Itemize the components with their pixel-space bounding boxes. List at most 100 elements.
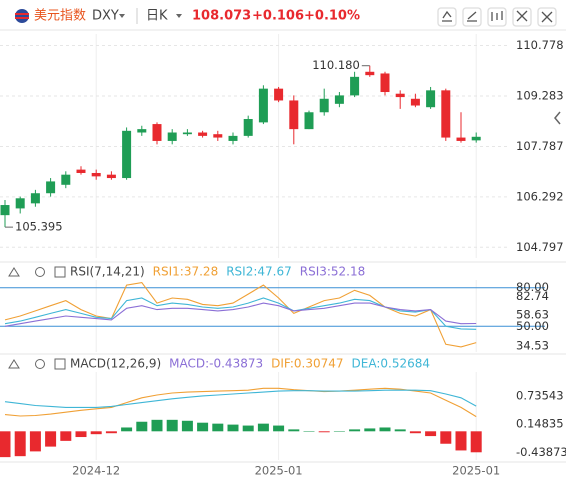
- candle-body: [15, 198, 25, 209]
- candle-body: [30, 193, 40, 204]
- legend-entry: RSI1:37.28: [153, 265, 219, 279]
- y-tick-label: 106.292: [516, 189, 564, 203]
- macd-bar: [349, 429, 361, 432]
- y-tick-label: 0.14835: [516, 417, 564, 431]
- macd-bar: [136, 421, 148, 432]
- candle-body: [395, 93, 405, 98]
- tool-icon: [516, 10, 528, 22]
- macd-bar: [45, 431, 57, 447]
- candle-body: [258, 88, 268, 123]
- macd-bar: [364, 428, 376, 432]
- candle-body: [76, 169, 86, 173]
- legend-entry: RSI2:47.67: [226, 265, 292, 279]
- legend-title: MACD(12,26,9): [70, 357, 161, 371]
- legend-entry: DEA:0.52684: [352, 357, 431, 371]
- collapse-arrow[interactable]: [554, 111, 561, 125]
- y-tick-label: 107.787: [516, 139, 564, 153]
- line-series: [4, 302, 477, 327]
- candle-body: [228, 135, 238, 141]
- panel-settings: [8, 266, 66, 370]
- y-tick-label: 104.797: [516, 240, 564, 254]
- macd-bar: [197, 422, 209, 432]
- macd-bar: [242, 425, 254, 432]
- macd-bar: [318, 431, 330, 433]
- tool-button[interactable]: [487, 7, 507, 27]
- candle-body: [350, 76, 360, 96]
- macd-bar: [181, 420, 193, 432]
- tool-button[interactable]: [512, 7, 532, 27]
- x-tick-label: 2025-01: [452, 464, 500, 478]
- macd-bar: [60, 431, 72, 441]
- macd-bar: [470, 431, 482, 453]
- candle-body: [122, 130, 132, 179]
- instrument-name: 美元指数: [34, 9, 86, 24]
- symbol[interactable]: DXY: [92, 9, 119, 24]
- macd-bar: [227, 424, 239, 432]
- macd-bar: [29, 431, 41, 452]
- candle-body: [46, 181, 56, 194]
- candle-body: [380, 73, 390, 93]
- candle-body: [471, 136, 481, 141]
- macd-bar: [303, 431, 315, 432]
- line-series: [4, 389, 477, 408]
- annotation: 110.180: [312, 58, 360, 72]
- candle-body: [319, 98, 329, 113]
- candle-body: [106, 174, 116, 179]
- candle-body: [61, 174, 71, 185]
- change-pct: +0.10%: [304, 9, 360, 24]
- candle-body: [410, 98, 420, 106]
- tool-button[interactable]: [437, 7, 457, 27]
- macd-bar: [75, 431, 87, 438]
- y-tick-label: 34.53: [516, 339, 549, 353]
- tool-icon: [467, 11, 477, 22]
- legend-entry: DIF:0.30747: [271, 357, 343, 371]
- line-series: [4, 387, 477, 418]
- x-tick-label: 2025-01: [255, 464, 303, 478]
- candle-body: [426, 90, 436, 108]
- line-series: [4, 297, 477, 330]
- flag-stripe: [15, 17, 29, 19]
- legend-entry: RSI3:52.18: [300, 265, 366, 279]
- y-tick-label: 82.74: [516, 289, 549, 303]
- y-tick-label: 80.00: [516, 280, 549, 294]
- y-tick-label: 58.63: [516, 308, 549, 322]
- macd-bar: [440, 431, 452, 444]
- candle-body: [304, 112, 314, 130]
- candle-body: [456, 137, 466, 141]
- flag-stripe: [15, 13, 29, 15]
- y-tick-label: 109.283: [516, 88, 564, 102]
- macd-bar: [394, 429, 406, 432]
- candle-body: [152, 124, 162, 141]
- macd-bar: [257, 423, 269, 432]
- candle-body: [441, 90, 451, 138]
- period[interactable]: 日K: [146, 9, 168, 24]
- tool-icon: [442, 10, 452, 22]
- tool-icon: [491, 11, 503, 21]
- hide-icon[interactable]: [8, 359, 20, 369]
- macd-bar: [379, 427, 391, 432]
- macd-bar: [273, 425, 285, 432]
- line-series: [4, 282, 477, 348]
- tool-button[interactable]: [462, 7, 482, 27]
- macd-bar: [425, 431, 437, 437]
- expand-icon[interactable]: [54, 358, 66, 370]
- candle-body: [182, 132, 192, 135]
- candle-body: [167, 132, 177, 141]
- macd-bar: [90, 431, 102, 435]
- y-tick-label: 50.00: [516, 319, 549, 333]
- hide-icon[interactable]: [8, 267, 20, 277]
- tool-button[interactable]: [537, 7, 557, 27]
- macd-bar: [333, 431, 345, 432]
- settings-icon[interactable]: [35, 267, 45, 277]
- settings-icon[interactable]: [35, 359, 45, 369]
- expand-icon[interactable]: [54, 266, 66, 278]
- candle-body: [243, 119, 253, 136]
- price: 108.073: [192, 9, 251, 24]
- toolbar: [437, 7, 557, 27]
- macd-bar: [121, 427, 133, 432]
- candle-body: [91, 172, 101, 177]
- candle-body: [289, 100, 299, 130]
- candle-body: [0, 205, 10, 216]
